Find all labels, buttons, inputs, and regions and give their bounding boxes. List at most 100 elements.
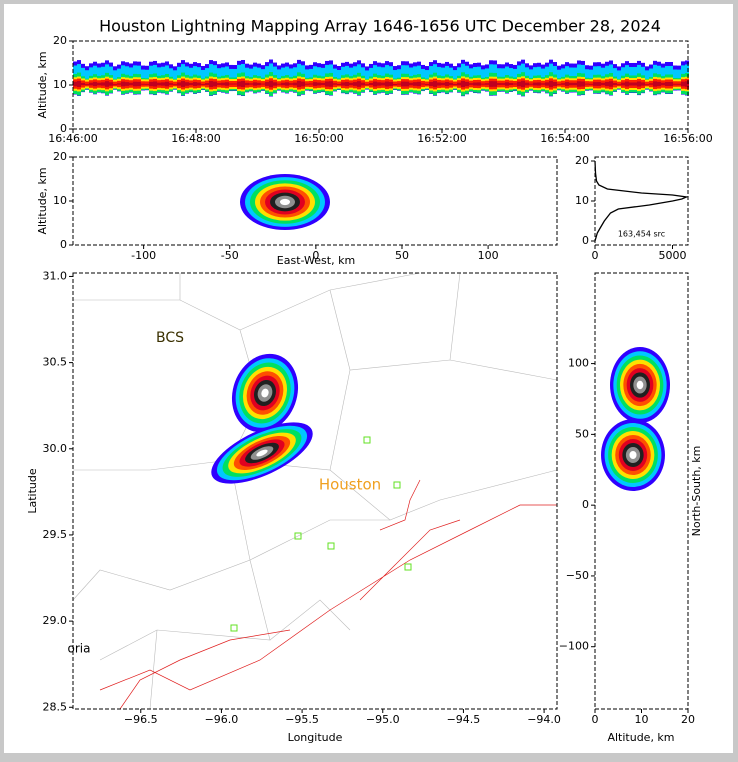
- density-column: [133, 81, 137, 87]
- density-blob: [280, 198, 290, 206]
- density-column: [85, 84, 89, 86]
- county-line: [72, 459, 390, 661]
- density-column: [361, 82, 365, 86]
- density-column: [617, 81, 621, 87]
- y-tick-label: 20: [575, 154, 589, 167]
- x-tick-label: 16:50:00: [294, 132, 343, 145]
- x-tick-label: -50: [221, 249, 239, 262]
- density-column: [557, 69, 561, 87]
- density-column: [581, 81, 585, 87]
- density-column: [425, 84, 429, 86]
- density-column: [429, 82, 433, 86]
- density-column: [645, 70, 649, 86]
- density-column: [365, 70, 369, 86]
- density-blob: [261, 388, 269, 398]
- density-column: [125, 82, 129, 86]
- y-axis-label: North-South, km: [690, 446, 703, 537]
- x-tick-label: 0: [592, 713, 599, 726]
- density-column: [109, 82, 113, 86]
- y-tick-label: 31.0: [43, 269, 68, 282]
- density-column: [641, 82, 645, 86]
- density-column: [165, 81, 169, 87]
- density-column: [557, 83, 561, 85]
- density-column: [225, 82, 229, 86]
- density-column: [481, 83, 485, 85]
- density-column: [657, 81, 661, 87]
- x-tick-label: −95.0: [366, 713, 400, 726]
- density-column: [77, 81, 81, 87]
- place-label: BCS: [156, 330, 184, 346]
- density-column: [137, 81, 141, 87]
- density-column: [449, 82, 453, 86]
- density-column: [121, 81, 125, 87]
- density-column: [469, 83, 473, 85]
- density-column: [505, 82, 509, 86]
- y-tick-label: 0: [582, 234, 589, 247]
- x-tick-label: −96.0: [205, 713, 239, 726]
- density-column: [161, 82, 165, 86]
- density-column: [93, 81, 97, 87]
- density-column: [613, 83, 617, 85]
- density-column: [113, 81, 117, 87]
- density-column: [477, 82, 481, 86]
- y-tick-label: 0: [60, 238, 67, 251]
- x-tick-label: 5000: [659, 249, 687, 262]
- y-tick-label: 29.0: [43, 614, 68, 627]
- density-column: [241, 80, 245, 88]
- station: [393, 481, 401, 489]
- density-column: [245, 82, 249, 86]
- county-line: [149, 599, 351, 710]
- density-column: [329, 81, 333, 87]
- y-tick-label: 30.5: [43, 356, 68, 369]
- density-column: [681, 81, 685, 87]
- density-column: [85, 70, 89, 86]
- x-tick-label: −94.0: [527, 713, 561, 726]
- density-column: [501, 83, 505, 85]
- density-column: [237, 81, 241, 87]
- density-column: [597, 82, 601, 86]
- density-column: [145, 83, 149, 85]
- density-blob: [629, 451, 637, 459]
- density-column: [617, 84, 621, 86]
- x-tick-label: 16:54:00: [540, 132, 589, 145]
- density-column: [253, 82, 257, 86]
- station: [230, 624, 238, 632]
- county-line: [329, 469, 558, 521]
- y-tick-label: 100: [568, 357, 589, 370]
- density-column: [645, 81, 649, 87]
- density-column: [509, 83, 513, 85]
- x-tick-label: 0: [592, 249, 599, 262]
- density-column: [369, 82, 373, 86]
- density-column: [565, 82, 569, 86]
- x-axis-label: Longitude: [288, 731, 343, 744]
- density-column: [177, 82, 181, 86]
- density-column: [309, 83, 313, 85]
- density-column: [285, 82, 289, 86]
- density-column: [453, 84, 457, 86]
- density-column: [677, 83, 681, 85]
- density-column: [521, 80, 525, 88]
- density-blob: [256, 449, 268, 457]
- density-column: [517, 81, 521, 87]
- density-column: [537, 82, 541, 86]
- density-column: [437, 82, 441, 86]
- density-column: [513, 83, 517, 85]
- coastline: [99, 479, 557, 710]
- y-tick-label: 29.5: [43, 528, 68, 541]
- density-column: [593, 82, 597, 86]
- density-column: [197, 82, 201, 86]
- density-column: [113, 70, 117, 86]
- density-column: [381, 82, 385, 86]
- density-column: [665, 81, 669, 87]
- plot-frame: [72, 272, 558, 710]
- density-column: [673, 69, 677, 87]
- density-column: [401, 81, 405, 87]
- density-column: [605, 81, 609, 87]
- density-column: [625, 81, 629, 87]
- density-column: [677, 69, 681, 87]
- density-column: [653, 81, 657, 87]
- y-axis-label: Altitude, km: [36, 167, 49, 234]
- density-column: [405, 81, 409, 87]
- density-column: [589, 83, 593, 85]
